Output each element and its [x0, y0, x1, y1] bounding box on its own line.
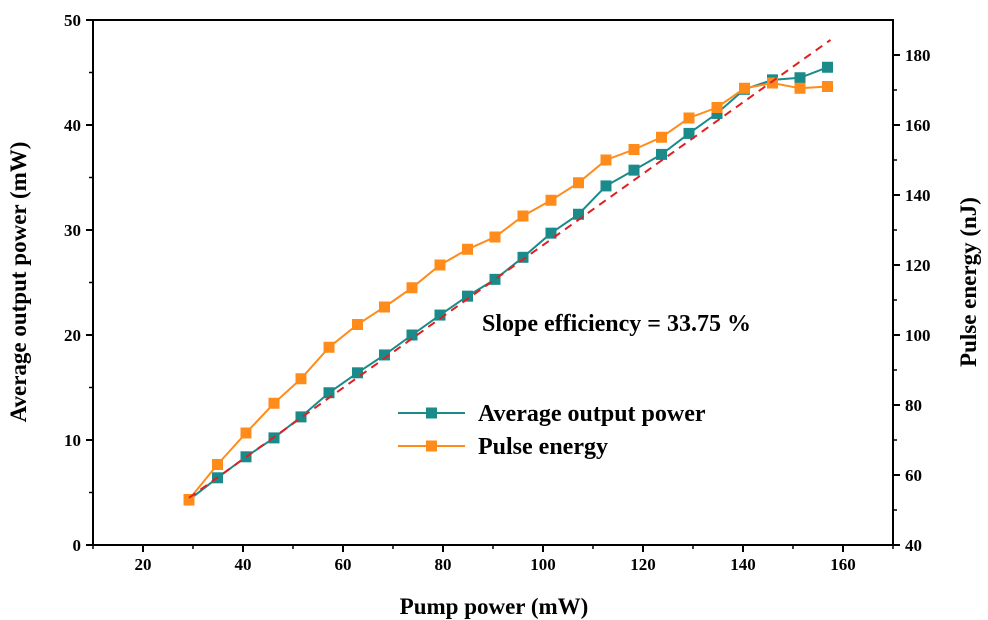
x-tick-label: 20: [135, 555, 152, 574]
pulse-energy-point: [295, 373, 307, 385]
average-output-power-point: [489, 273, 501, 285]
pulse-energy-point: [406, 282, 418, 294]
y2-tick-label: 180: [905, 46, 931, 65]
ticks-layer: 20 40 60 80 100 120 140 160 0 10 20 30 40 50 40 60 80 100…: [64, 11, 931, 574]
x-tick-label: 40: [235, 555, 252, 574]
average-output-power-point: [822, 61, 833, 73]
legend-box: [392, 395, 784, 465]
pulse-energy-point: [573, 177, 584, 189]
pulse-energy-point: [212, 459, 223, 470]
pulse-energy-point: [323, 341, 335, 353]
y2-tick-label: 100: [905, 326, 931, 345]
pulse-energy-point: [683, 112, 695, 124]
y2-axis-title: Pulse energy (nJ): [956, 197, 981, 367]
pulse-energy-point: [379, 301, 390, 313]
average-output-power-point: [379, 349, 390, 361]
pulse-energy-point: [183, 494, 195, 505]
pulse-energy-point: [489, 231, 501, 243]
y2-tick-label: 160: [905, 116, 931, 135]
average-output-power-point: [323, 387, 335, 399]
pulse-energy-point: [628, 144, 640, 155]
series-layer: [183, 39, 833, 506]
pulse-energy-point: [794, 82, 806, 94]
average-output-power-point: [295, 411, 307, 423]
y2-tick-label: 60: [905, 466, 922, 485]
average-output-power-point: [794, 72, 806, 84]
pulse-energy-point: [545, 194, 557, 206]
y-tick-label: 0: [73, 536, 82, 555]
pulse-energy-point: [434, 259, 446, 271]
x-axis-title: Pump power (mW): [400, 594, 589, 619]
y-tick-label: 50: [64, 11, 81, 30]
average-output-power-point: [573, 208, 584, 220]
pulse-energy-point: [352, 319, 363, 330]
y2-tick-label: 140: [905, 186, 931, 205]
average-output-power-point: [545, 227, 557, 239]
annotation-slope-efficiency: Slope efficiency = 33.75 %: [482, 311, 751, 337]
pulse-energy-point: [822, 81, 833, 92]
pulse-energy-point: [600, 154, 612, 166]
average-output-power-point: [462, 290, 473, 302]
pulse-energy-point: [739, 82, 750, 94]
average-output-power-point: [517, 251, 529, 263]
average-output-power-point: [600, 180, 612, 192]
legend-label-average-output-power: Average output power: [478, 401, 706, 427]
pulse-energy-point: [517, 210, 529, 222]
y-tick-label: 10: [64, 431, 81, 450]
x-tick-label: 140: [730, 555, 756, 574]
average-output-power-point: [711, 107, 723, 119]
average-output-power-point: [406, 329, 418, 341]
y-axis-title: Average output power (mW): [6, 142, 31, 423]
pulse-energy-point: [767, 77, 778, 89]
pulse-energy-point: [711, 102, 723, 113]
y2-tick-label: 40: [905, 536, 922, 555]
average-output-power-point: [434, 309, 446, 321]
y-tick-label: 40: [64, 116, 81, 135]
average-output-power-point: [656, 148, 667, 160]
linear-fit-line: [188, 39, 832, 499]
average-output-power-point: [628, 164, 640, 176]
legend: Average output power Pulse energy: [392, 395, 784, 465]
y-tick-label: 30: [64, 221, 81, 240]
pulse-energy-point: [268, 397, 280, 409]
x-tick-label: 120: [630, 555, 656, 574]
average-output-power-point: [352, 367, 363, 379]
legend-label-pulse-energy: Pulse energy: [478, 434, 608, 460]
x-tick-label: 100: [530, 555, 556, 574]
legend-marker-pulse-energy: [426, 440, 437, 452]
pulse-energy-point: [240, 427, 252, 439]
x-tick-label: 80: [435, 555, 452, 574]
x-tick-label: 60: [335, 555, 352, 574]
average-output-power-point: [683, 127, 695, 139]
x-tick-label: 160: [830, 555, 856, 574]
y2-tick-label: 80: [905, 396, 922, 415]
pulse-energy-point: [656, 131, 667, 143]
legend-marker-average-output-power: [426, 407, 437, 419]
y-tick-label: 20: [64, 326, 81, 345]
y2-tick-label: 120: [905, 256, 931, 275]
pulse-energy-point: [462, 243, 473, 255]
